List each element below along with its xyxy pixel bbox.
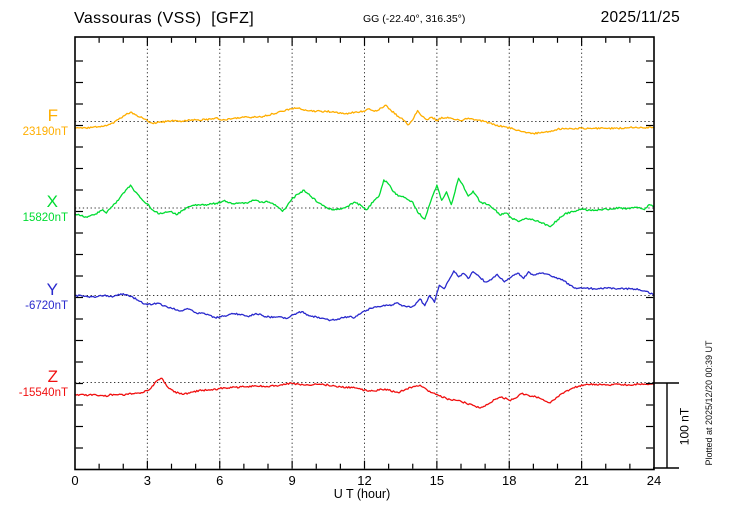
x-tick-label-18: 18 <box>502 473 517 488</box>
y-trace-line <box>74 270 655 322</box>
x-trace-line <box>74 177 655 228</box>
geographic-coords: GG (-22.40°, 316.35°) <box>363 13 466 25</box>
scale-bar-label: 100 nT <box>677 407 692 446</box>
plotted-at-note: Plotted at 2025/12/20 00:39 UT <box>704 340 714 466</box>
x-tick-label-9: 9 <box>288 473 296 488</box>
plot-frame <box>74 36 655 471</box>
x-axis-title: U T (hour) <box>333 487 391 501</box>
trace-letter-x: X <box>46 192 58 211</box>
x-tick-label-6: 6 <box>216 473 224 488</box>
trace-letter-z: Z <box>47 366 58 386</box>
z-trace-line <box>74 377 655 409</box>
trace-baseline-value-y: -6720nT <box>25 299 68 312</box>
trace-letter-y: Y <box>46 279 58 299</box>
plot-date: 2025/11/25 <box>600 9 680 26</box>
trace-baseline-value-f: 23190nT <box>22 125 68 138</box>
observatory-title: Vassouras (VSS) [GFZ] <box>74 10 255 27</box>
x-tick-label-3: 3 <box>143 473 151 488</box>
trace-baseline-value-x: 15820nT <box>22 212 68 224</box>
x-tick-label-0: 0 <box>71 473 79 488</box>
x-tick-label-24: 24 <box>646 473 662 488</box>
x-tick-label-15: 15 <box>429 473 445 488</box>
trace-baseline-value-z: -15540nT <box>18 386 68 399</box>
trace-letter-f: F <box>47 105 58 125</box>
x-tick-label-12: 12 <box>357 473 372 488</box>
f-trace-line <box>74 104 655 135</box>
x-tick-label-21: 21 <box>574 473 589 488</box>
